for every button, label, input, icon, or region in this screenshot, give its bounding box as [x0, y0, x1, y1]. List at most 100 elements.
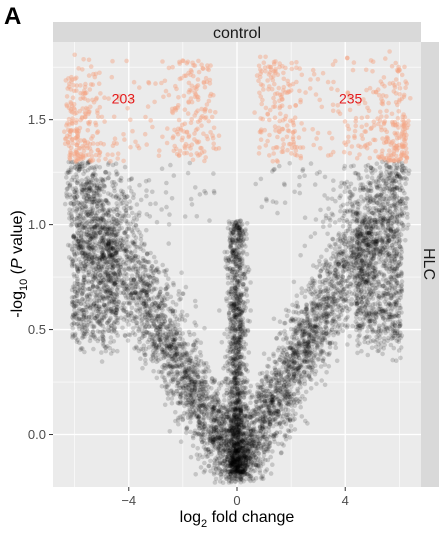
point	[274, 430, 279, 435]
point	[177, 317, 182, 323]
point	[321, 306, 326, 312]
significant-point	[392, 158, 397, 164]
point	[268, 384, 273, 389]
point	[220, 461, 226, 466]
point	[365, 188, 371, 194]
point	[198, 465, 204, 470]
point	[191, 343, 196, 348]
point	[164, 351, 170, 357]
point	[203, 370, 208, 375]
point	[153, 318, 159, 323]
point	[286, 392, 291, 397]
significant-point	[379, 151, 385, 157]
point	[255, 411, 261, 417]
point	[331, 332, 336, 338]
point	[299, 414, 305, 419]
significant-point	[384, 129, 390, 135]
point	[238, 440, 243, 445]
point	[204, 412, 209, 417]
point	[169, 334, 174, 340]
point	[320, 279, 325, 284]
significant-point	[81, 137, 87, 143]
point	[319, 343, 324, 348]
point	[125, 338, 131, 343]
point	[288, 428, 294, 433]
point	[160, 347, 165, 353]
point	[403, 181, 408, 186]
point	[134, 320, 140, 326]
point	[177, 297, 182, 302]
point	[222, 379, 227, 384]
point	[391, 196, 397, 201]
point	[338, 238, 343, 244]
point	[133, 264, 138, 269]
point	[218, 383, 224, 388]
point	[274, 408, 279, 414]
point	[183, 385, 189, 391]
point	[238, 471, 244, 476]
point	[333, 260, 338, 265]
point	[384, 193, 389, 199]
point	[166, 382, 171, 387]
point	[233, 479, 239, 484]
point	[340, 224, 346, 229]
point	[287, 412, 292, 417]
point	[396, 196, 402, 201]
significant-point	[378, 109, 383, 115]
point	[395, 186, 400, 191]
point	[337, 236, 343, 242]
point	[242, 453, 247, 459]
point	[124, 204, 129, 209]
point	[138, 266, 143, 271]
point	[83, 187, 88, 193]
point	[188, 409, 194, 415]
point	[331, 178, 336, 183]
point	[302, 332, 307, 338]
point	[166, 370, 171, 376]
point	[170, 342, 175, 348]
point	[331, 296, 337, 301]
point	[105, 226, 111, 231]
point	[278, 355, 283, 360]
point	[119, 257, 124, 263]
point	[129, 305, 135, 311]
significant-point	[68, 145, 74, 151]
point	[290, 408, 296, 413]
point	[128, 310, 134, 315]
significant-point	[110, 152, 115, 157]
point	[155, 337, 161, 342]
point	[148, 313, 153, 319]
point	[327, 243, 332, 248]
point	[319, 254, 324, 260]
point	[248, 473, 254, 479]
point	[197, 423, 202, 429]
point	[283, 394, 288, 400]
point	[358, 262, 363, 268]
point	[126, 213, 131, 219]
point	[181, 385, 186, 391]
point	[349, 193, 354, 199]
point	[212, 391, 218, 397]
point	[123, 293, 128, 298]
point	[115, 232, 120, 237]
point	[118, 238, 124, 243]
point	[130, 257, 136, 263]
point	[305, 421, 310, 426]
point	[142, 324, 148, 330]
point	[188, 454, 194, 460]
point	[261, 351, 267, 357]
point	[138, 325, 143, 330]
point	[183, 394, 188, 399]
point	[191, 342, 197, 347]
point	[400, 188, 406, 194]
point	[402, 175, 408, 180]
point	[292, 427, 298, 432]
point	[94, 204, 100, 209]
point	[137, 273, 143, 279]
point	[150, 268, 156, 274]
point	[332, 330, 338, 335]
point	[308, 362, 314, 368]
point	[306, 340, 312, 346]
point	[103, 219, 108, 224]
point	[312, 231, 318, 236]
